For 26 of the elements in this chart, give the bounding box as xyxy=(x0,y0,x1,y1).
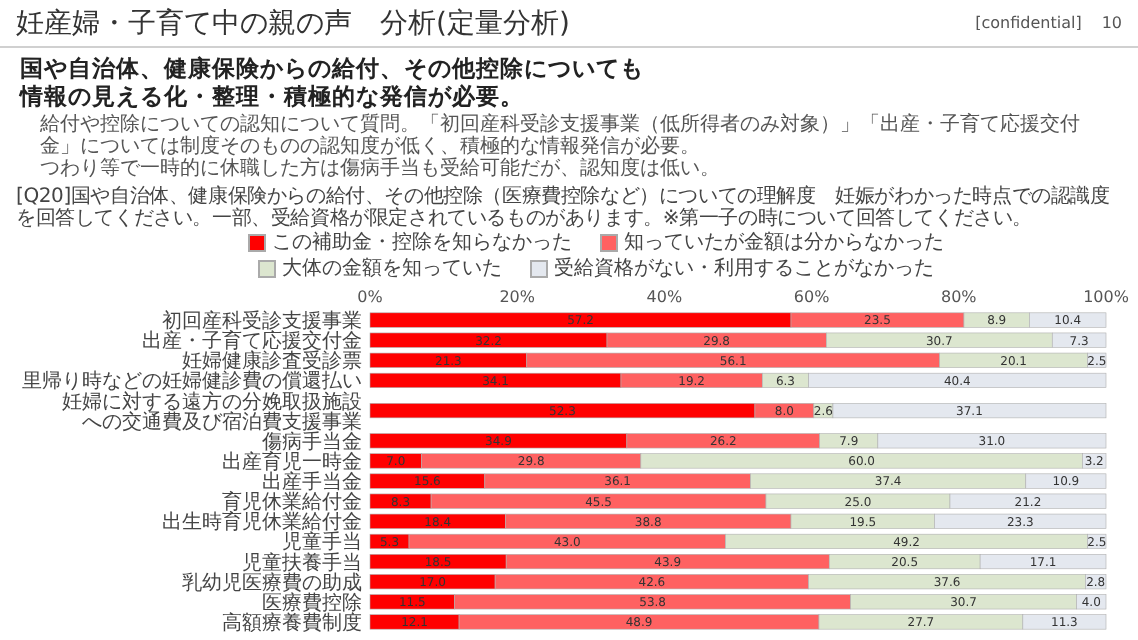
x-tick-label: 0% xyxy=(357,288,384,306)
label: 高額療養費制度 xyxy=(222,612,362,632)
chart-subtitle: 国や自治体、健康保険からの給付、その他控除についても情報の見える化・整理・積極的な発信が必要。 xyxy=(20,54,646,110)
legend-label: 受給資格がない・利用することがなかった xyxy=(552,258,934,280)
text: [confidential] xyxy=(975,14,1082,32)
x-tick-label: 100% xyxy=(1083,288,1130,306)
label: 傷病手当金 xyxy=(262,431,362,454)
legend-label: 大体の金額を知っていた xyxy=(280,258,502,280)
label: 妊婦に対する遠方の分娩取扱施設への交通費及び宿泊費支援事業 xyxy=(62,391,362,434)
label: 出産育児一時金 xyxy=(222,451,362,474)
text: 給付や控除についての認知について質問。「初回産科受診支援事業（低所得者のみ対象）」「出産・子育て応援交付金」については制度そのものの認知度が低く、積極的な情報発信が必要。 xyxy=(40,114,1082,158)
legend-label: 知っていたが金額は分からなかった xyxy=(622,232,944,254)
x-tick-label: 40% xyxy=(646,288,683,306)
x-tick-label: 20% xyxy=(499,288,536,306)
x-tick-label: 80% xyxy=(941,288,978,306)
label: 児童扶養手当 xyxy=(242,552,362,575)
text: 10 xyxy=(1101,14,1122,32)
text: つわり等で一時的に休職した方は傷病手当も受給可能だが、認知度は低い。 xyxy=(40,158,722,180)
label: 乳幼児医療費の助成 xyxy=(182,572,362,595)
label: 児童手当 xyxy=(282,532,362,555)
text: [Q20]国や自治体、健康保険からの給付、その他控除（医療費控除など）についての理解度 妊娠がわかった時点での認識度を回答してください。一部、受給資格が限定されているものがあります。※第一子の時について回答してください。 xyxy=(16,186,1112,230)
x-tick-label: 60% xyxy=(793,288,831,306)
chart-title: 妊産婦・子育て中の親の声 分析(定量分析) xyxy=(16,6,570,42)
label: 医療費控除 xyxy=(262,592,362,615)
legend-label: この補助金・控除を知らなかった xyxy=(270,232,572,254)
label: 里帰り時などの妊婦健診費の償還払い xyxy=(22,371,362,394)
